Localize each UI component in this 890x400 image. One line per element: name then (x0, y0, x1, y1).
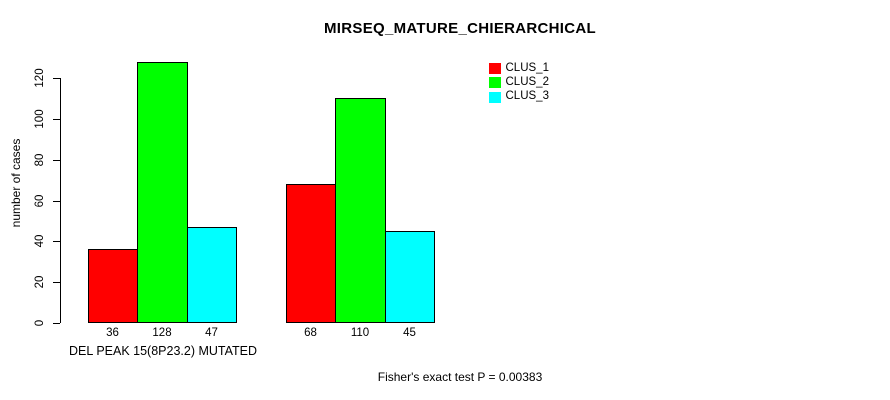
y-tick-label: 40 (34, 234, 46, 248)
chart-title: MIRSEQ_MATURE_CHIERARCHICAL (324, 20, 596, 37)
bar-value-label: 68 (304, 327, 317, 339)
bar-clus_3-group2 (385, 231, 435, 323)
bar-clus_3-group1 (187, 227, 237, 323)
bar-clus_1-group2 (286, 184, 336, 323)
legend-label-clus_1: CLUS_1 (505, 61, 549, 74)
y-tick-label: 100 (34, 109, 46, 129)
bar-clus_1-group1 (88, 249, 138, 323)
y-tick-label: 80 (34, 153, 46, 167)
legend-swatch-clus_1 (489, 63, 501, 74)
y-tick (53, 160, 60, 161)
bar-clus_2-group2 (335, 98, 386, 323)
y-tick-label: 120 (34, 68, 46, 88)
legend-label-clus_3: CLUS_3 (505, 90, 549, 103)
bar-value-label: 128 (152, 327, 172, 339)
legend-swatch-clus_3 (489, 91, 501, 103)
bar-value-label: 47 (205, 327, 218, 339)
y-tick (53, 323, 60, 324)
bar-value-label: 36 (106, 327, 119, 339)
bar-value-label: 110 (350, 327, 370, 339)
y-tick (53, 78, 60, 79)
legend-label-clus_2: CLUS_2 (505, 75, 549, 88)
bar-clus_2-group1 (137, 62, 188, 323)
y-tick (53, 119, 60, 120)
y-tick (53, 241, 60, 242)
y-tick-label: 20 (34, 275, 46, 289)
y-tick (53, 201, 60, 202)
y-tick-label: 60 (34, 194, 46, 208)
y-tick-label: 0 (34, 319, 46, 327)
fisher-test-note: Fisher's exact test P = 0.00383 (377, 370, 543, 384)
y-tick (53, 282, 60, 283)
y-axis-line (60, 78, 61, 323)
legend-swatch-clus_2 (489, 77, 501, 89)
x-axis-title: DEL PEAK 15(8P23.2) MUTATED (69, 344, 258, 358)
y-axis-title: number of cases (9, 138, 23, 228)
bar-value-label: 45 (403, 327, 416, 339)
